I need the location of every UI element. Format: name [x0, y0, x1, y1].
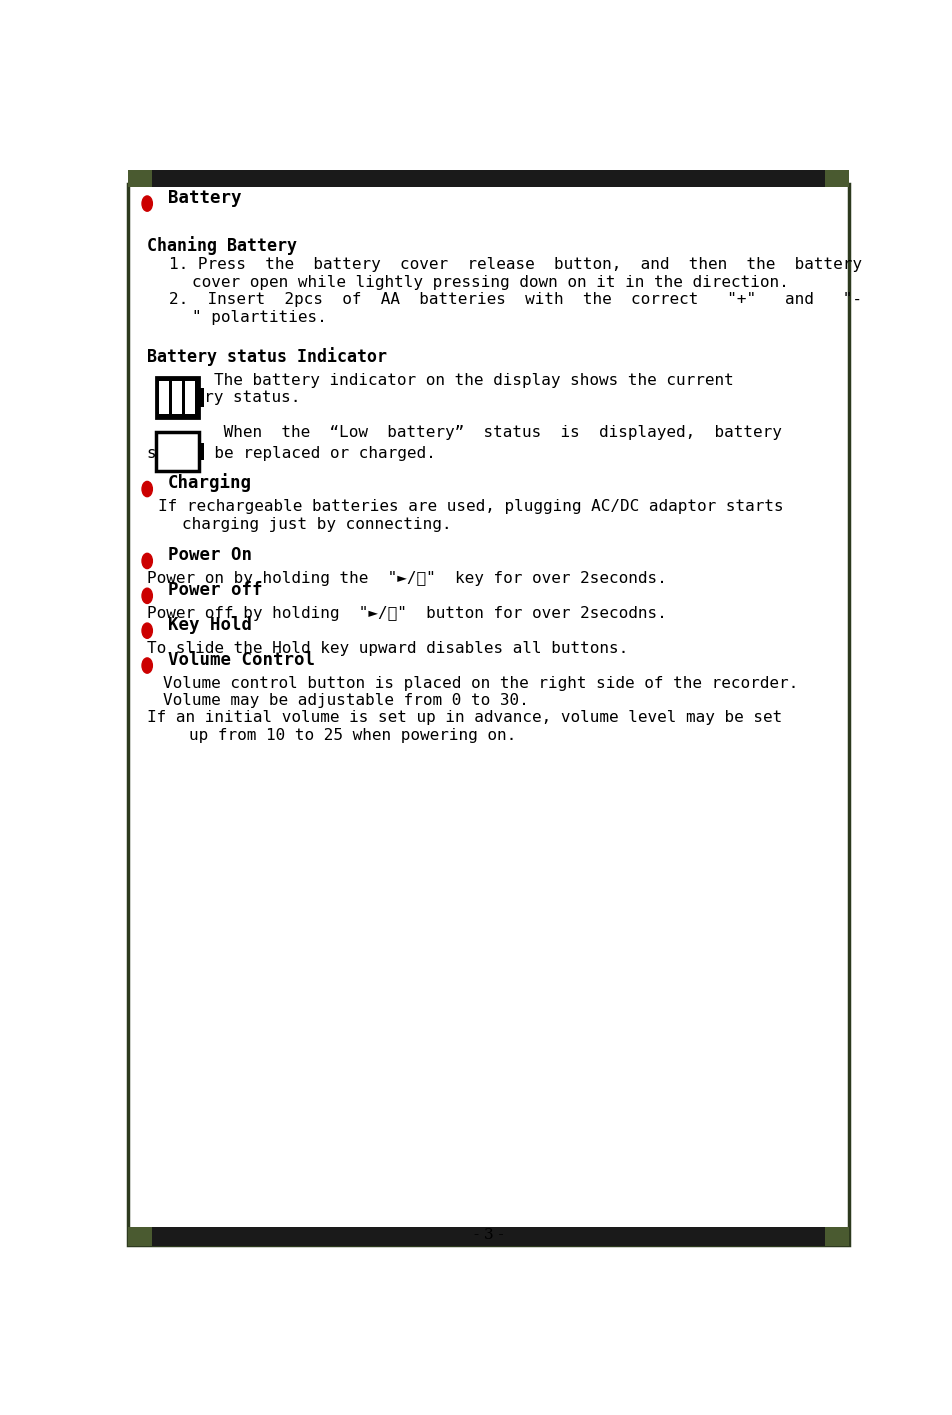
Circle shape — [142, 195, 152, 211]
Text: To slide the Hold key upward disables all buttons.: To slide the Hold key upward disables al… — [147, 641, 627, 655]
Text: Volume control button is placed on the right side of the recorder.: Volume control button is placed on the r… — [164, 675, 798, 691]
Bar — [156, 433, 199, 471]
Bar — [156, 376, 199, 419]
Bar — [185, 381, 195, 413]
Text: charging just by connecting.: charging just by connecting. — [182, 516, 451, 532]
Text: Key Hold: Key Hold — [168, 616, 251, 634]
Circle shape — [142, 553, 152, 569]
Bar — [128, 167, 151, 187]
Circle shape — [142, 623, 152, 638]
Text: Battery status Indicator: Battery status Indicator — [147, 347, 387, 366]
Bar — [128, 1227, 151, 1247]
Text: Volume may be adjustable from 0 to 30.: Volume may be adjustable from 0 to 30. — [164, 693, 528, 708]
Bar — [199, 388, 204, 406]
Text: up from 10 to 25 when powering on.: up from 10 to 25 when powering on. — [189, 727, 516, 743]
Text: Battery: Battery — [168, 188, 241, 207]
Text: When  the  “Low  battery”  status  is  displayed,  battery: When the “Low battery” status is display… — [213, 424, 781, 440]
Text: Power on by holding the  "►/∥"  key for over 2seconds.: Power on by holding the "►/∥" key for ov… — [147, 572, 666, 586]
Text: Volume Control: Volume Control — [168, 651, 314, 669]
Text: Power On: Power On — [168, 546, 251, 565]
Bar — [130, 1227, 845, 1247]
Text: should be replaced or charged.: should be replaced or charged. — [147, 446, 435, 461]
Text: Chaning Battery: Chaning Battery — [147, 236, 297, 255]
Bar — [824, 1227, 848, 1247]
Bar — [199, 443, 204, 460]
Text: The battery indicator on the display shows the current: The battery indicator on the display sho… — [213, 372, 733, 388]
Bar — [172, 381, 182, 413]
Text: 1. Press  the  battery  cover  release  button,  and  then  the  battery: 1. Press the battery cover release butto… — [169, 258, 862, 272]
Text: Power off: Power off — [168, 582, 262, 599]
Text: If an initial volume is set up in advance, volume level may be set: If an initial volume is set up in advanc… — [147, 710, 782, 726]
Circle shape — [142, 589, 152, 603]
Bar — [159, 381, 169, 413]
Text: If rechargeable batteries are used, plugging AC/DC adaptor starts: If rechargeable batteries are used, plug… — [157, 499, 783, 514]
Text: battery status.: battery status. — [156, 391, 300, 405]
Text: Power off by holding  "►/∥"  button for over 2secodns.: Power off by holding "►/∥" button for ov… — [147, 606, 666, 621]
Circle shape — [142, 658, 152, 674]
Text: cover open while lightly pressing down on it in the direction.: cover open while lightly pressing down o… — [191, 275, 787, 290]
Bar — [130, 167, 845, 187]
Circle shape — [142, 481, 152, 497]
Text: Charging: Charging — [168, 474, 251, 492]
Bar — [824, 167, 848, 187]
Text: " polartities.: " polartities. — [191, 310, 326, 324]
Text: - 3 -: - 3 - — [473, 1228, 503, 1242]
Text: 2.  Insert  2pcs  of  AA  batteries  with  the  correct   "+"   and   "-: 2. Insert 2pcs of AA batteries with the … — [169, 291, 862, 307]
